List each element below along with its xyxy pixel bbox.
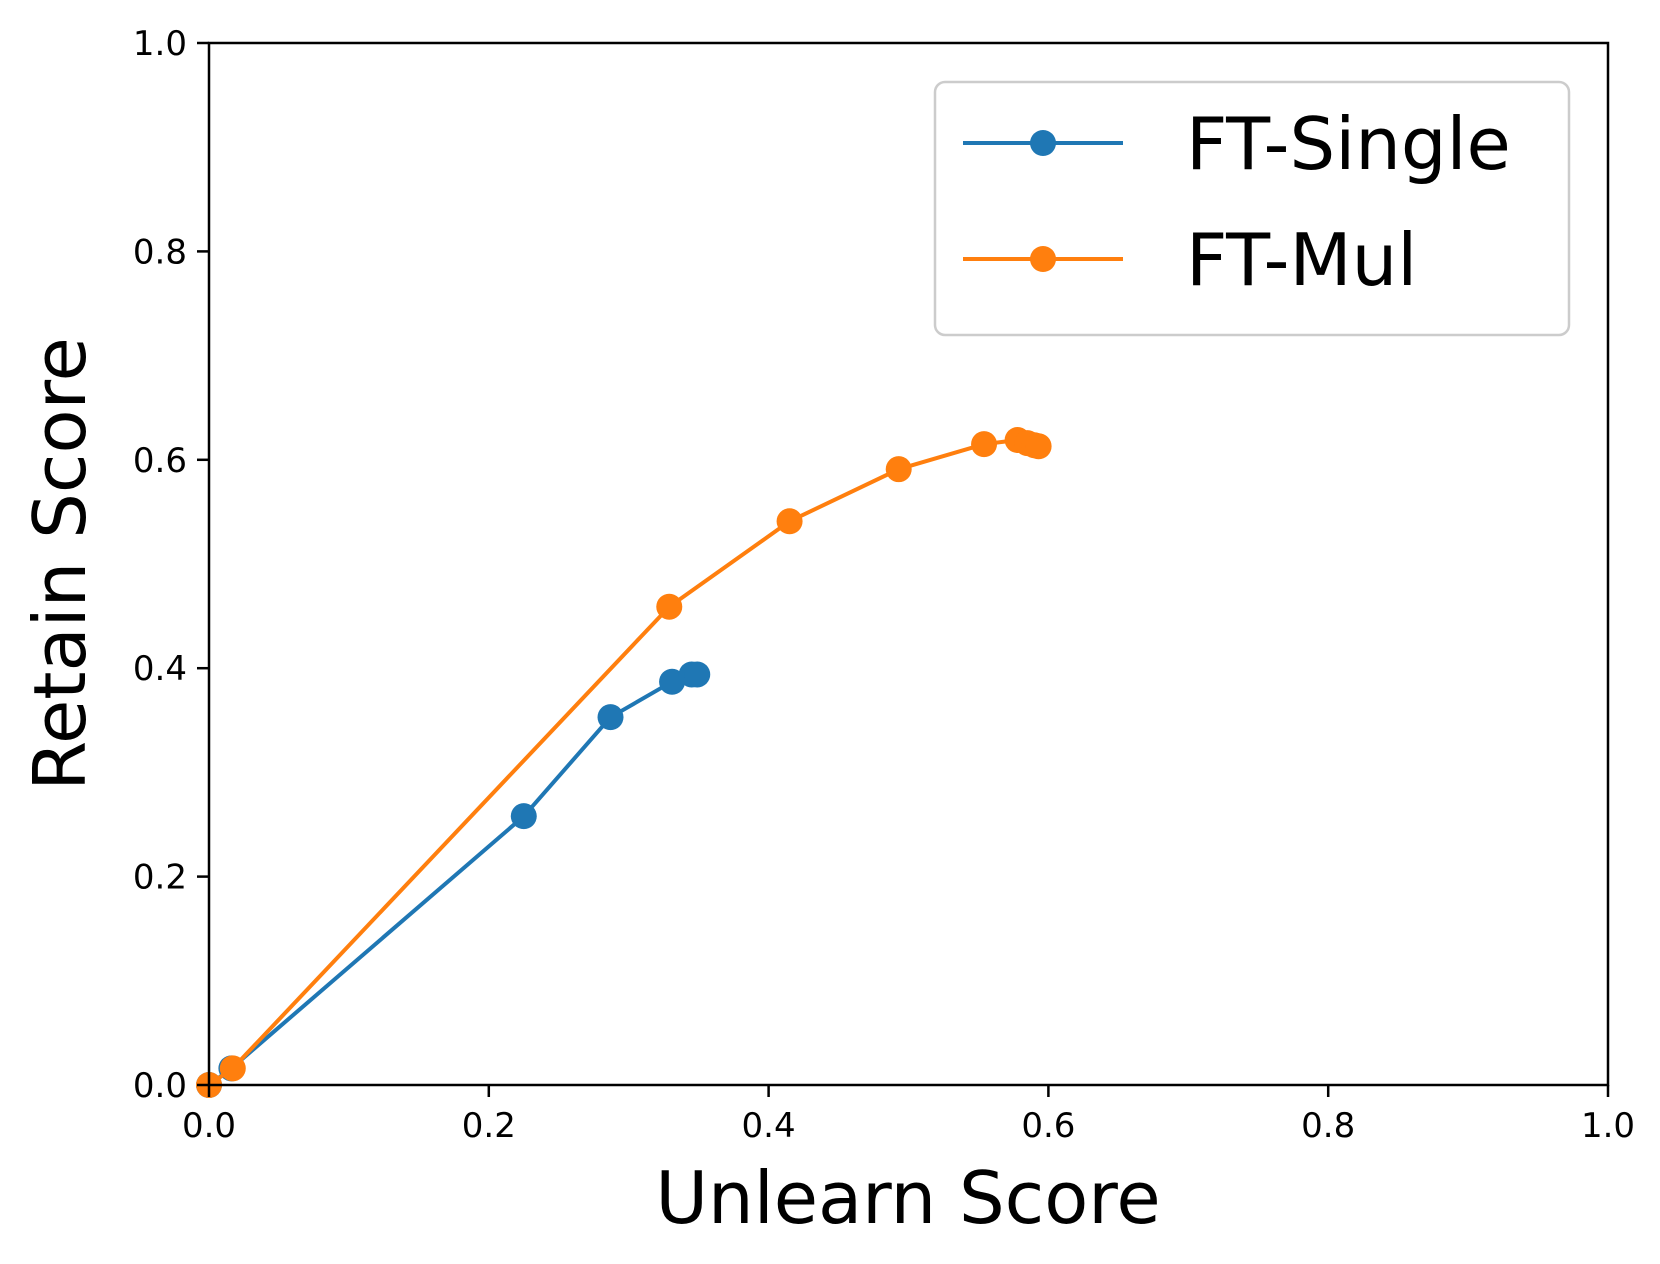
series-layer [196, 427, 1052, 1098]
x-tick-label: 0.8 [1301, 1106, 1355, 1146]
y-tick-label: 0.2 [133, 858, 187, 898]
y-tick-label: 0.8 [133, 232, 187, 272]
data-point [684, 661, 711, 688]
data-point [597, 704, 624, 731]
y-tick-label: 0.4 [133, 649, 187, 689]
x-tick-label: 1.0 [1581, 1106, 1635, 1146]
data-point [971, 431, 998, 458]
legend-entries: FT-Single FT-Mul [963, 102, 1511, 302]
y-tick-label: 1.0 [133, 24, 187, 64]
x-axis-label: Unlearn Score [655, 1156, 1160, 1240]
x-tick-label: 0.6 [1021, 1106, 1075, 1146]
ticks-layer: 0.0 0.2 0.4 0.6 0.8 1.0 0.0 0.2 0.4 0.6 0.8 1.0 [133, 24, 1635, 1146]
data-point [510, 803, 537, 830]
x-tick-label: 0.4 [742, 1106, 796, 1146]
data-point [1025, 433, 1052, 460]
data-point [219, 1055, 246, 1082]
x-tick-label: 0.0 [182, 1106, 236, 1146]
data-point [659, 668, 686, 695]
data-point [885, 456, 912, 483]
legend-label: FT-Single [1186, 102, 1511, 186]
legend-label: FT-Mul [1186, 218, 1417, 302]
data-point [656, 593, 683, 620]
y-tick-label: 0.0 [133, 1066, 187, 1106]
series-ft-mul [196, 427, 1052, 1098]
legend: FT-Single FT-Mul [933, 80, 1571, 337]
legend-box [933, 80, 1571, 337]
y-tick-label: 0.6 [133, 441, 187, 481]
legend-marker [1030, 130, 1056, 156]
data-point [776, 508, 803, 535]
legend-marker [1030, 246, 1056, 272]
y-axis-label: Retain Score [18, 337, 102, 791]
x-tick-label: 0.2 [462, 1106, 516, 1146]
plot-frame [207, 41, 1610, 1087]
